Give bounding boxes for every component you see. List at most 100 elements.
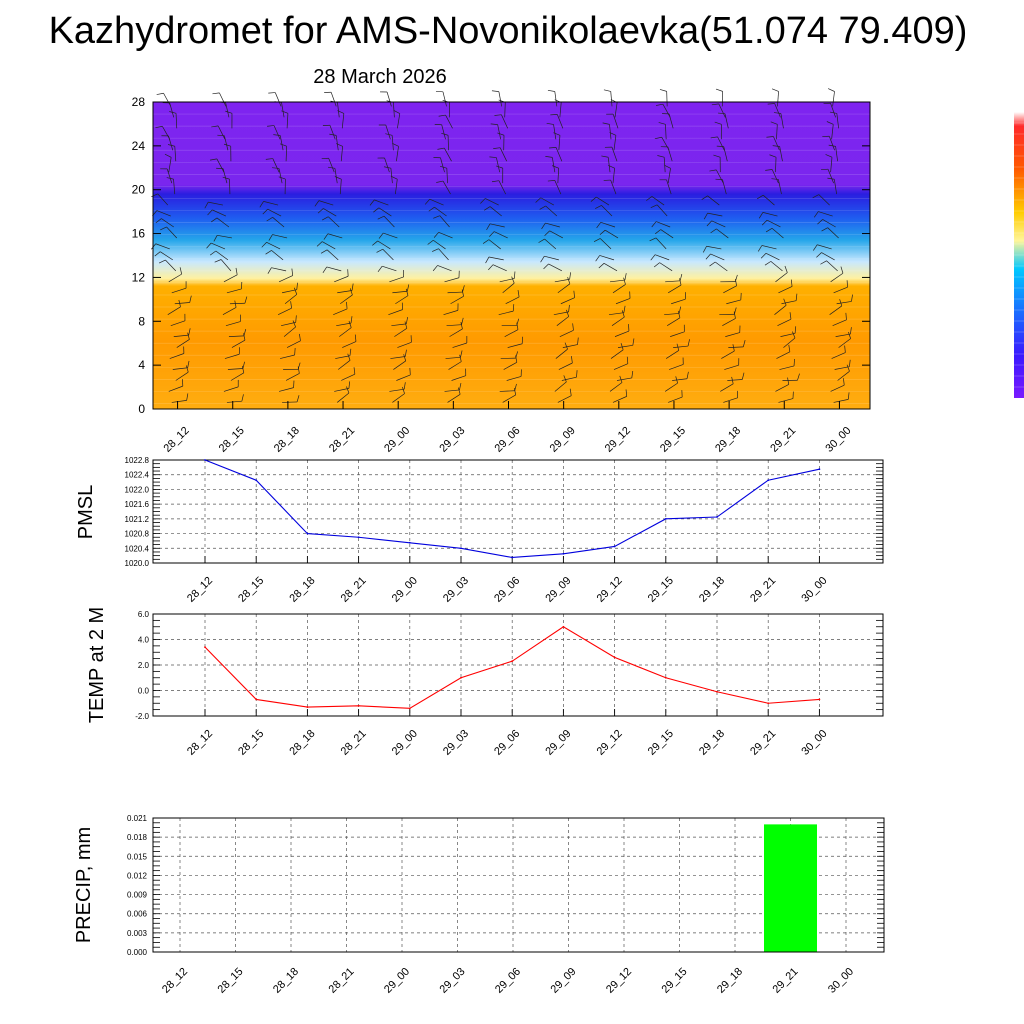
wind-barb-flag (756, 194, 764, 200)
wind-barb (603, 263, 618, 272)
wind-barb-flag (349, 348, 352, 356)
wind-barb (393, 360, 406, 370)
wind-barb (611, 146, 618, 162)
y-tick-label: 0.000 (127, 948, 148, 957)
y-tick-label: 8 (138, 314, 145, 328)
wind-barb (173, 334, 189, 337)
wind-barb-flag (512, 304, 515, 312)
wind-barb-flag (812, 194, 820, 199)
wind-barb-flag (817, 219, 823, 225)
wind-barb (611, 316, 625, 326)
wind-barb-flag (552, 165, 559, 169)
wind-barb-flag (569, 388, 572, 396)
plot-frame (152, 459, 884, 564)
wind-barb (175, 113, 178, 129)
wind-barb-flag (243, 329, 247, 336)
wind-barb-flag (213, 235, 218, 242)
wind-barb-flag (235, 267, 238, 275)
wind-barb-flag (485, 256, 490, 264)
y-tick-label: 1020.0 (125, 559, 150, 568)
wind-barb (817, 244, 832, 250)
wind-barb-flag (188, 328, 191, 336)
y-tick-label: 4.0 (138, 636, 150, 645)
wind-barb (600, 238, 612, 250)
x-tick-label: 29_06 (493, 966, 523, 996)
wind-barb-flag (403, 354, 407, 362)
wind-barb (382, 265, 397, 272)
wind-barb (166, 168, 173, 184)
wind-barb (272, 234, 288, 239)
wind-barb (555, 348, 568, 359)
wind-barb-flag (710, 228, 717, 234)
wind-barb (168, 157, 172, 173)
wind-barb-flag (350, 316, 353, 324)
precip-bar (764, 824, 817, 952)
wind-barb-flag (158, 259, 166, 264)
wind-barb-flag (207, 209, 213, 216)
wind-barb (559, 102, 562, 118)
wind-barb-flag (828, 144, 836, 147)
wind-barb-flag (323, 233, 329, 240)
wind-barb-flag (711, 103, 719, 106)
data-point (716, 516, 718, 518)
wind-barb (771, 228, 784, 239)
wind-barb-flag (179, 267, 183, 275)
wind-barb (334, 275, 349, 283)
wind-barb (716, 228, 729, 239)
wind-barb-flag (262, 208, 268, 215)
wind-barb-flag (620, 343, 624, 350)
wind-barb (724, 364, 739, 370)
wind-barb-flag (664, 164, 671, 169)
wind-barb-flag (348, 381, 351, 389)
wind-barb (393, 102, 395, 118)
x-tick-label: 28_18 (271, 966, 301, 996)
wind-barb (654, 254, 670, 261)
wind-barb-flag (766, 136, 774, 138)
x-tick-label: 29_00 (390, 575, 420, 605)
wind-barb (601, 205, 613, 217)
data-point (562, 625, 565, 628)
wind-barb (443, 310, 459, 316)
wind-barb-flag (378, 232, 384, 239)
wind-barb (662, 104, 671, 118)
wind-barb (156, 210, 171, 217)
chart-date: 28 March 2026 (313, 66, 447, 88)
wind-barb (395, 179, 398, 195)
data-point (255, 479, 258, 482)
wind-barb-flag (734, 274, 738, 282)
y-axis-label: PMSL (75, 485, 97, 539)
wind-barb (672, 378, 688, 381)
wind-barb (830, 103, 836, 118)
wind-barb-flag (624, 273, 627, 281)
x-tick-label: 29_12 (595, 575, 625, 605)
wind-barb-flag (294, 347, 296, 356)
wind-barb (397, 341, 412, 348)
x-tick-label: 28_15 (236, 575, 266, 605)
y-tick-label: 12 (132, 270, 146, 284)
wind-barb (610, 179, 617, 195)
y-tick-label: 0.021 (127, 814, 148, 823)
wind-barb-flag (679, 273, 683, 281)
wind-barb (394, 328, 408, 337)
wind-barb (284, 294, 297, 305)
wind-barb (774, 305, 787, 315)
data-point (460, 547, 462, 550)
wind-barb (341, 113, 345, 129)
wind-barb (334, 388, 349, 392)
wind-barb (656, 221, 671, 228)
wind-barb-flag (185, 365, 189, 373)
wind-barb (329, 125, 336, 140)
wind-barb-flag (794, 326, 797, 334)
wind-barb-flag (771, 178, 779, 180)
wind-barb (280, 354, 295, 359)
wind-barb-flag (354, 334, 357, 342)
wind-barb (211, 242, 226, 250)
wind-barb-flag (432, 248, 439, 252)
x-tick-label: 28_21 (339, 575, 369, 605)
wind-barb-flag (599, 229, 606, 236)
wind-barb-flag (424, 198, 431, 205)
wind-barb-flag (155, 125, 163, 129)
y-tick-label: 6.0 (138, 610, 150, 619)
wind-barb-flag (568, 304, 570, 312)
